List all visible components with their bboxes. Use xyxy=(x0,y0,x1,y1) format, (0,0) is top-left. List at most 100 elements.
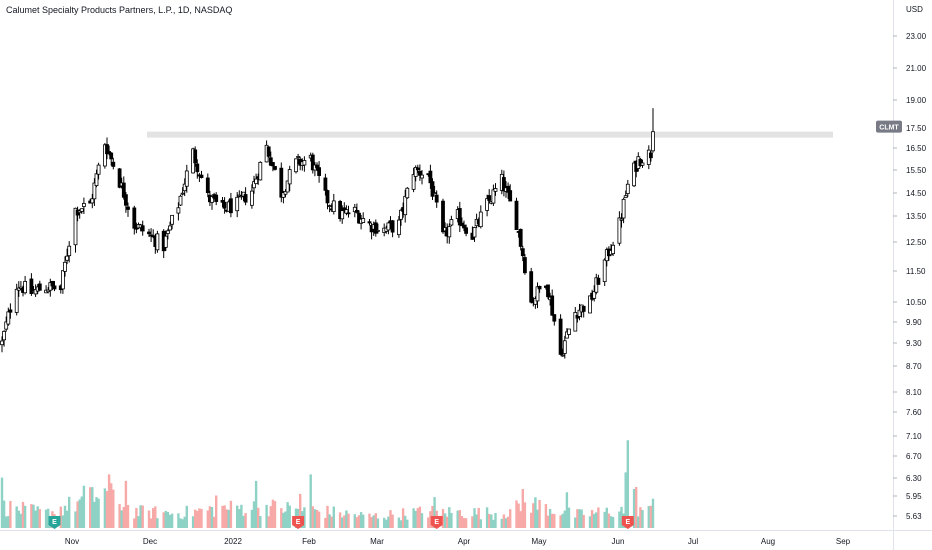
candle-bear xyxy=(441,200,445,233)
volume-bar xyxy=(534,497,537,528)
candle-bull xyxy=(165,230,170,234)
volume-bar xyxy=(519,511,522,528)
volume-bar xyxy=(23,505,27,528)
candle-bear xyxy=(199,174,204,178)
candle-bull xyxy=(63,261,67,272)
volume-bar xyxy=(362,514,365,528)
candle-bear xyxy=(195,163,200,173)
price-axis[interactable]: USD 23.00 21.00 19.00 17.50 16.50 15.50 14.50 1… xyxy=(893,5,927,521)
volume-bar xyxy=(252,501,256,528)
candle-bull xyxy=(287,169,292,185)
volume-bar xyxy=(332,506,335,528)
candle-bear xyxy=(126,206,130,210)
price-tick-label: 8.10 xyxy=(906,388,922,397)
candle-bear xyxy=(346,212,351,215)
candle-bull xyxy=(594,277,599,293)
candle-bear xyxy=(462,224,466,229)
earnings-marker[interactable]: E xyxy=(292,516,305,529)
volume-bar xyxy=(236,505,239,528)
volume-bar xyxy=(149,518,153,528)
candle-bull xyxy=(155,233,160,251)
volume-bar xyxy=(5,516,8,528)
volume-bar xyxy=(95,497,98,528)
volume-bar xyxy=(215,495,218,528)
time-tick-label: Aug xyxy=(761,537,775,546)
time-axis[interactable]: Nov Dec 2022 Feb Mar Apr May Jun Jul Aug Sep xyxy=(65,537,851,546)
candle-bear xyxy=(537,285,542,290)
volume-bar xyxy=(441,509,445,528)
volume-bar xyxy=(118,504,121,528)
volume-bar xyxy=(370,517,373,528)
candle-bear xyxy=(117,168,122,188)
time-tick-label: Sep xyxy=(836,537,851,546)
earnings-marker[interactable]: E xyxy=(430,516,443,529)
candle-bear xyxy=(354,209,359,213)
volume-bar xyxy=(36,506,39,528)
candle-bear xyxy=(428,170,433,184)
time-tick-label: May xyxy=(531,537,546,546)
volume-bar xyxy=(416,508,419,528)
candle-bull xyxy=(640,162,645,166)
candle-bull xyxy=(617,217,622,244)
earnings-badge xyxy=(48,516,61,529)
candle-bull xyxy=(23,281,28,294)
candle-bear xyxy=(121,182,126,198)
volume-bar xyxy=(389,510,392,528)
volume-bar xyxy=(238,509,241,528)
volume-bar xyxy=(164,510,167,528)
candle-bull xyxy=(92,182,97,200)
volume-bar xyxy=(593,513,596,528)
candle-bull xyxy=(565,331,569,339)
volume-bar xyxy=(488,513,491,528)
candle-bull xyxy=(4,321,9,330)
candle-bear xyxy=(107,151,111,154)
candle-bear xyxy=(325,190,330,204)
candle-bear xyxy=(273,166,277,170)
volume-bar xyxy=(338,512,342,528)
volume-bar xyxy=(93,501,96,528)
candle-bull xyxy=(340,210,345,220)
candle-bull xyxy=(399,209,403,220)
volume-bar xyxy=(418,506,422,528)
candle-bull xyxy=(2,330,6,341)
candle-bull xyxy=(386,222,391,231)
volume-bar xyxy=(82,485,86,528)
volume-bar xyxy=(280,508,283,528)
volume-bar xyxy=(17,510,20,528)
candle-bear xyxy=(390,220,395,233)
volume-bar xyxy=(341,517,344,528)
candle-bull xyxy=(533,298,538,305)
volume-bar xyxy=(605,507,608,528)
price-tick-label: 15.50 xyxy=(906,166,927,175)
candle-bull xyxy=(573,312,578,332)
candle-bear xyxy=(487,195,492,201)
volume-bar xyxy=(326,505,329,528)
volume-bar xyxy=(107,474,111,528)
candle-bear xyxy=(105,144,109,155)
earnings-marker[interactable]: E xyxy=(621,516,634,529)
candle-bear xyxy=(523,257,527,274)
volume-bar xyxy=(183,516,186,528)
candle-bear xyxy=(310,154,315,171)
candle-bull xyxy=(485,198,490,211)
candle-bull xyxy=(48,282,53,291)
volume-bar xyxy=(548,508,552,528)
candle-bull xyxy=(413,167,418,177)
price-tick-label: 5.95 xyxy=(906,492,922,501)
volume-bar xyxy=(563,510,566,528)
time-tick-label: 2022 xyxy=(224,537,242,546)
price-tick-label: 12.50 xyxy=(906,238,927,247)
volume-bar xyxy=(590,510,594,528)
earnings-marker[interactable]: E xyxy=(48,516,61,529)
volume-bar xyxy=(446,516,449,528)
candle-bull xyxy=(182,183,187,192)
volume-bar xyxy=(309,474,312,528)
candle-bear xyxy=(457,208,462,226)
volume-bar xyxy=(580,509,583,528)
volume-bar xyxy=(462,517,466,528)
volume-bar xyxy=(244,513,247,528)
volume-bar xyxy=(259,515,262,528)
volume-bar xyxy=(637,516,640,528)
volume-bar xyxy=(198,508,201,528)
